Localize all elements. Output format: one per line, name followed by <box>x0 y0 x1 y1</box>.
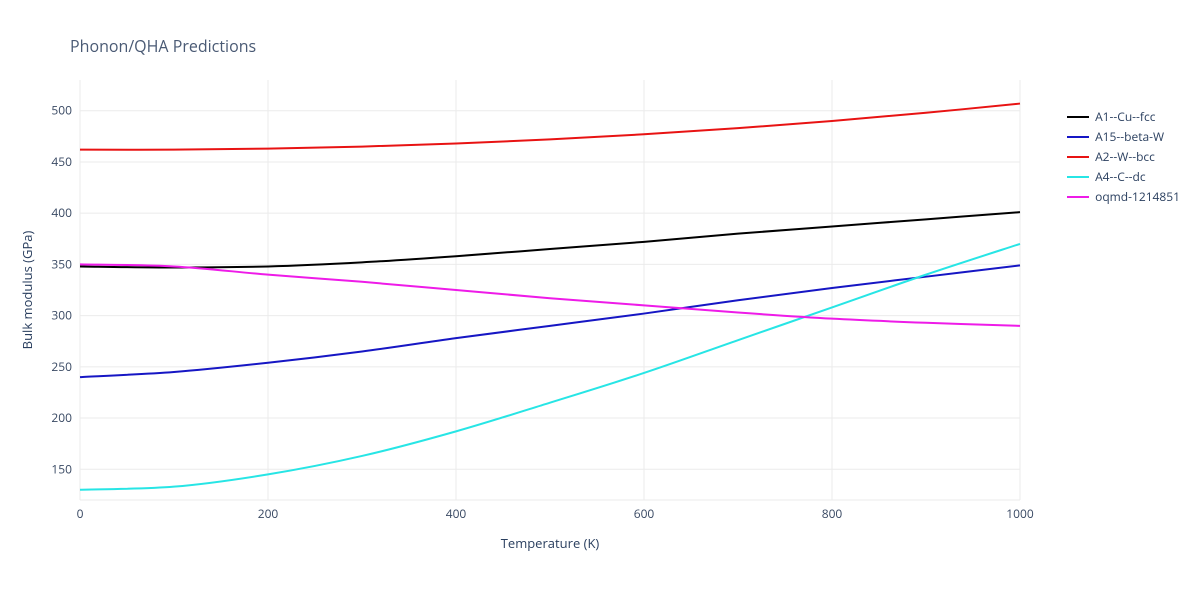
x-tick-label: 600 <box>634 505 655 522</box>
legend-item[interactable]: A15--beta-W <box>1067 128 1180 145</box>
legend-label: A15--beta-W <box>1095 128 1164 145</box>
legend-swatch <box>1067 176 1089 178</box>
plot-svg: 0 200 400 600 800 1000 150 200 250 300 350 400 450 50… <box>0 0 1200 600</box>
x-axis-label: Temperature (K) <box>501 534 600 552</box>
chart-container: Phonon/QHA Predictions 02004006008001000… <box>0 0 1200 600</box>
legend-swatch <box>1067 156 1089 158</box>
legend-label: A2--W--bcc <box>1095 148 1155 165</box>
legend-item[interactable]: A4--C--dc <box>1067 168 1180 185</box>
legend-swatch <box>1067 116 1089 118</box>
legend-item[interactable]: A2--W--bcc <box>1067 148 1180 165</box>
y-tick-label: 450 <box>51 153 72 170</box>
series-line[interactable] <box>80 264 1020 325</box>
legend-swatch <box>1067 136 1089 138</box>
x-tick-label: 1000 <box>1006 505 1034 522</box>
x-tick-label: 200 <box>258 505 279 522</box>
legend-label: A1--Cu--fcc <box>1095 108 1155 125</box>
legend-item[interactable]: A1--Cu--fcc <box>1067 108 1180 125</box>
y-tick-label: 400 <box>51 204 72 221</box>
legend-item[interactable]: oqmd-1214851 <box>1067 188 1180 205</box>
y-tick-label: 300 <box>51 307 72 324</box>
x-tick-label: 800 <box>822 505 843 522</box>
legend: A1--Cu--fcc A15--beta-W A2--W--bcc A4--C--d… <box>1067 108 1180 208</box>
y-tick-label: 150 <box>51 460 72 477</box>
series-line[interactable] <box>80 212 1020 267</box>
legend-label: oqmd-1214851 <box>1095 188 1180 205</box>
x-tick-label: 0 <box>77 505 84 522</box>
legend-label: A4--C--dc <box>1095 168 1146 185</box>
y-axis-label: Bulk modulus (GPa) <box>18 231 36 350</box>
legend-swatch <box>1067 196 1089 198</box>
x-tick-label: 400 <box>446 505 467 522</box>
y-tick-label: 200 <box>51 409 72 426</box>
y-tick-label: 500 <box>51 102 72 119</box>
y-tick-label: 350 <box>51 255 72 272</box>
y-tick-label: 250 <box>51 358 72 375</box>
